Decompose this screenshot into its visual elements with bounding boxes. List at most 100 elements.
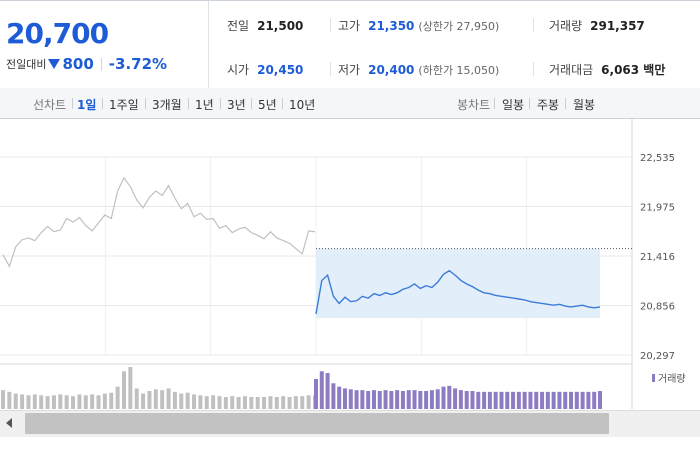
volume-bar [551, 391, 556, 409]
candle-chart-label: 봉차트 [457, 98, 491, 112]
volume-bar [293, 396, 298, 409]
divider [251, 98, 252, 109]
stat-prev-close: 전일 21,500 [227, 17, 303, 34]
volume-bar [26, 395, 31, 409]
volume-bar [242, 396, 247, 409]
volume-bar [128, 367, 133, 409]
divider [330, 62, 331, 76]
y-tick-label: 21,975 [640, 203, 675, 214]
volume-bar [39, 395, 44, 409]
volume-bar [13, 393, 18, 409]
tab-1week[interactable]: 1주일 [109, 98, 139, 112]
volume-bar [192, 394, 197, 409]
stat-label: 저가 [338, 63, 361, 77]
stat-turnover: 거래대금 6,063 백만 [549, 61, 665, 78]
volume-bar [424, 391, 429, 409]
volume-bar [58, 394, 63, 409]
tab-daily-candle[interactable]: 일봉 [502, 98, 525, 112]
tab-3year[interactable]: 3년 [227, 98, 246, 112]
divider [565, 98, 566, 109]
stat-label: 거래대금 [549, 63, 594, 77]
divider [533, 62, 534, 76]
volume-bar [153, 389, 158, 409]
divider [282, 98, 283, 109]
change-amount: 800 [62, 55, 94, 73]
stat-label: 고가 [338, 19, 361, 33]
stat-value: 291,357 [590, 19, 645, 33]
volume-bar [262, 397, 267, 409]
volume-bar [325, 373, 330, 409]
y-tick-label: 22,535 [640, 153, 675, 164]
volume-bar [476, 391, 481, 409]
volume-bar [249, 397, 254, 409]
volume-bar [499, 391, 504, 409]
volume-bar [516, 391, 521, 409]
volume-bar [453, 388, 458, 409]
scroll-left-arrow-icon[interactable] [6, 418, 12, 428]
volume-bar [179, 393, 184, 409]
stat-low: 저가 20,400 (하한가 15,050) [338, 61, 499, 78]
volume-bar [319, 371, 324, 409]
divider [188, 98, 189, 109]
stat-volume: 거래량 291,357 [549, 17, 645, 34]
y-tick-label: 20,297 [640, 351, 675, 362]
volume-bar [147, 391, 152, 409]
volume-bar [217, 396, 222, 409]
tab-5year[interactable]: 5년 [258, 98, 277, 112]
volume-bar [377, 391, 382, 409]
volume-bar [96, 395, 101, 409]
tab-monthly-candle[interactable]: 월봉 [573, 98, 596, 112]
volume-bar [331, 383, 336, 409]
tab-1day[interactable]: 1일 [77, 98, 97, 112]
volume-bar [204, 396, 209, 409]
stat-value: 20,400 [368, 63, 415, 77]
tab-3month[interactable]: 3개월 [152, 98, 182, 112]
stat-value: 21,350 [368, 19, 415, 33]
chart-scrollbar[interactable] [0, 410, 700, 437]
divider [145, 98, 146, 109]
volume-bar [534, 391, 539, 409]
volume-bar [383, 390, 388, 409]
volume-bar [71, 396, 76, 409]
volume-bar [557, 391, 562, 409]
volume-bar [211, 395, 216, 409]
volume-bar [464, 391, 469, 409]
volume-bar [528, 391, 533, 409]
volume-bar [77, 394, 82, 409]
tab-1year[interactable]: 1년 [195, 98, 214, 112]
volume-bar [134, 388, 139, 409]
upper-limit: (상한가 27,950) [418, 20, 500, 33]
tab-10year[interactable]: 10년 [289, 98, 316, 112]
stat-label: 전일 [227, 19, 250, 33]
volume-bar [400, 391, 405, 409]
volume-bar [7, 391, 12, 409]
volume-bar [447, 385, 452, 409]
price-chart: 22,535 21,975 21,416 20,856 20,297 거래량 [0, 119, 686, 409]
volume-bar [545, 391, 550, 409]
volume-bar [32, 394, 37, 409]
tab-weekly-candle[interactable]: 주봉 [537, 98, 560, 112]
volume-bar [20, 394, 25, 409]
scroll-thumb[interactable] [25, 413, 609, 434]
volume-bar [574, 391, 579, 409]
volume-bar [395, 390, 400, 409]
volume-bar [314, 379, 318, 409]
volume-bar [435, 389, 440, 409]
stat-value: 21,500 [257, 19, 304, 33]
stat-label: 거래량 [549, 19, 583, 33]
volume-bar [371, 390, 376, 409]
line-chart-label: 선차트 [33, 98, 67, 112]
divider [102, 98, 103, 109]
volume-bar [185, 392, 190, 409]
stat-value: 20,450 [257, 63, 304, 77]
divider [220, 98, 221, 109]
volume-bar [592, 391, 597, 409]
volume-bar [281, 396, 286, 409]
volume-bar [342, 388, 347, 409]
volume-bar [268, 396, 273, 409]
volume-bar [366, 391, 371, 409]
change-percent: -3.72% [108, 55, 168, 73]
volume-bar [198, 395, 203, 409]
volume-bar [255, 397, 260, 409]
volume-bar [586, 391, 591, 409]
